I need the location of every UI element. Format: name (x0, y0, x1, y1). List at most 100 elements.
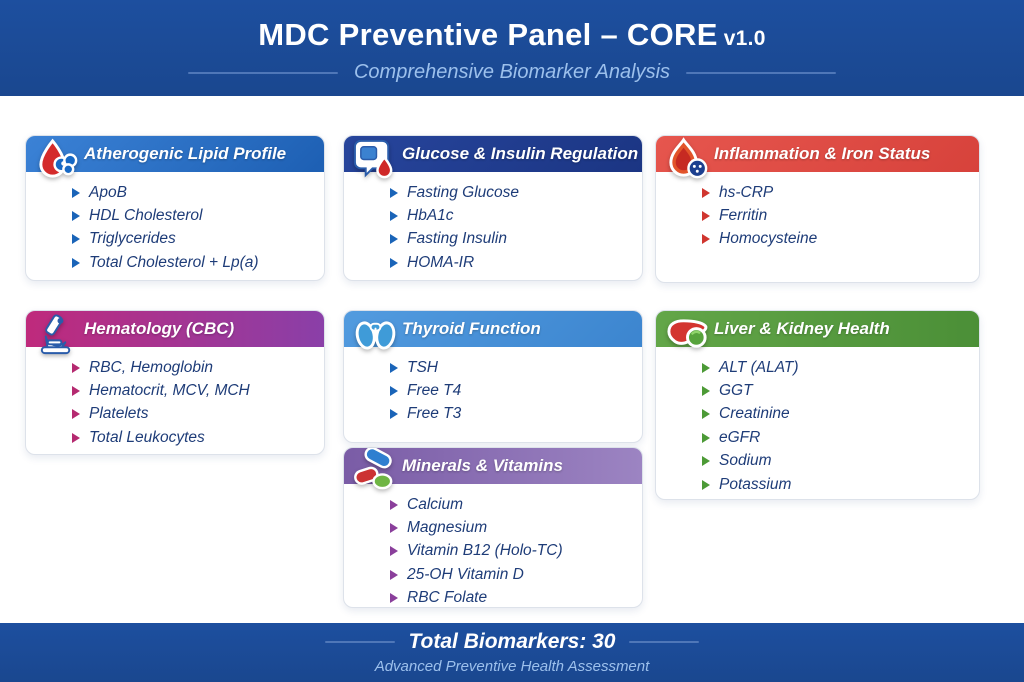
triangle-bullet-icon (702, 362, 710, 373)
triangle-bullet-icon (72, 211, 80, 222)
biomarker-list: ALT (ALAT) GGT Creatinine eGFR Sodium Po… (656, 347, 979, 496)
page-title: MDC Preventive Panel – CORE v1.0 (0, 0, 1024, 53)
list-item: Fasting Insulin (390, 228, 634, 251)
card-header-glucose: Glucose & Insulin Regulation (344, 136, 642, 179)
card-title: Atherogenic Lipid Profile (84, 144, 287, 163)
biomarker-label: Fasting Glucose (407, 183, 519, 201)
card-liver-kidney-health: Liver & Kidney Health ALT (ALAT) GGT Cre… (655, 310, 980, 500)
list-item: TSH (390, 356, 634, 379)
card-title: Inflammation & Iron Status (714, 144, 931, 163)
list-item: Platelets (72, 403, 316, 426)
triangle-bullet-icon (390, 409, 398, 420)
list-item: Free T4 (390, 379, 634, 402)
flame-drop-icon (669, 137, 708, 179)
triangle-bullet-icon (390, 499, 398, 510)
list-item: RBC Folate (390, 587, 634, 610)
biomarker-label: Creatinine (719, 405, 790, 423)
biomarker-label: Total Cholesterol + Lp(a) (89, 253, 259, 271)
list-item: Magnesium (390, 516, 634, 539)
card-inflammation-iron-status: Inflammation & Iron Status hs-CRP Ferrit… (655, 135, 980, 283)
biomarker-label: Potassium (719, 475, 792, 493)
biomarker-label: Free T4 (407, 382, 462, 400)
triangle-bullet-icon (702, 479, 710, 490)
total-count: 30 (592, 630, 616, 653)
card-atherogenic-lipid-profile: Atherogenic Lipid Profile ApoB HDL Chole… (25, 135, 325, 281)
list-item: hs-CRP (702, 181, 971, 204)
card-header-lipid: Atherogenic Lipid Profile (26, 136, 324, 178)
subtitle-rule-right (686, 71, 837, 74)
list-item: Sodium (702, 450, 971, 473)
pills-icon (354, 448, 393, 490)
biomarker-label: RBC, Hemoglobin (89, 358, 214, 376)
list-item: GGT (702, 379, 971, 402)
top-banner: MDC Preventive Panel – CORE v1.0 Comprehe… (0, 0, 1024, 96)
biomarker-label: hs-CRP (719, 183, 774, 201)
biomarker-label: Triglycerides (89, 230, 176, 248)
biomarker-label: GGT (719, 382, 753, 400)
list-item: RBC, Hemoglobin (72, 356, 316, 379)
biomarker-label: Vitamin B12 (Holo-TC) (407, 542, 563, 560)
biomarker-label: ALT (ALAT) (719, 358, 799, 376)
triangle-bullet-icon (702, 211, 710, 222)
biomarker-label: Hematocrit, MCV, MCH (89, 382, 250, 400)
card-header-thyroid: Thyroid Function (344, 311, 642, 350)
triangle-bullet-icon (72, 257, 80, 268)
biomarker-label: eGFR (719, 428, 761, 446)
footer-banner: Total Biomarkers: 30 Advanced Preventive… (0, 623, 1024, 682)
card-title: Glucose & Insulin Regulation (402, 144, 639, 163)
total-label-text: Total Biomarkers: (408, 630, 587, 653)
triangle-bullet-icon (390, 546, 398, 557)
biomarker-label: ApoB (89, 183, 127, 201)
blood-drop-lipid-icon (39, 138, 78, 178)
biomarker-label: Fasting Insulin (407, 230, 507, 248)
biomarker-label: Calcium (407, 495, 463, 513)
list-item: Potassium (702, 473, 971, 496)
card-title: Hematology (CBC) (84, 319, 235, 338)
biomarker-label: TSH (407, 358, 438, 376)
biomarker-list: RBC, Hemoglobin Hematocrit, MCV, MCH Pla… (26, 347, 324, 450)
triangle-bullet-icon (390, 523, 398, 534)
triangle-bullet-icon (72, 409, 80, 420)
total-biomarkers-label: Total Biomarkers: 30 (409, 630, 616, 654)
triangle-bullet-icon (702, 456, 710, 467)
list-item: Total Cholesterol + Lp(a) (72, 251, 316, 274)
glucose-meter-icon (353, 139, 393, 179)
triangle-bullet-icon (390, 187, 398, 198)
list-item: Total Leukocytes (72, 426, 316, 449)
triangle-bullet-icon (72, 187, 80, 198)
biomarker-label: Total Leukocytes (89, 428, 205, 446)
page-title-text: MDC Preventive Panel – CORE (258, 17, 718, 52)
card-thyroid-function: Thyroid Function TSH Free T4 Free T3 (343, 310, 643, 443)
list-item: HDL Cholesterol (72, 204, 316, 227)
biomarker-list: ApoB HDL Cholesterol Triglycerides Total… (26, 172, 324, 275)
list-item: Free T3 (390, 403, 634, 426)
card-title: Thyroid Function (402, 319, 541, 338)
card-minerals-vitamins: Minerals & Vitamins Calcium Magnesium Vi… (343, 447, 643, 608)
list-item: Homocysteine (702, 228, 971, 251)
biomarker-label: HbA1c (407, 207, 454, 225)
card-header-hematology: Hematology (CBC) (26, 311, 324, 355)
biomarker-label: Sodium (719, 452, 772, 470)
triangle-bullet-icon (72, 386, 80, 397)
triangle-bullet-icon (72, 234, 80, 245)
list-item: ApoB (72, 181, 316, 204)
triangle-bullet-icon (390, 211, 398, 222)
banner-subtitle-row: Comprehensive Biomarker Analysis (0, 61, 1024, 84)
triangle-bullet-icon (390, 386, 398, 397)
biomarker-label: HDL Cholesterol (89, 207, 203, 225)
total-rule-right (629, 641, 700, 643)
biomarker-list: TSH Free T4 Free T3 (344, 347, 642, 426)
card-glucose-insulin-regulation: Glucose & Insulin Regulation Fasting Glu… (343, 135, 643, 281)
list-item: Creatinine (702, 403, 971, 426)
biomarker-list: hs-CRP Ferritin Homocysteine (656, 172, 979, 251)
triangle-bullet-icon (390, 362, 398, 373)
list-item: Calcium (390, 493, 634, 516)
list-item: Fasting Glucose (390, 181, 634, 204)
list-item: HOMA-IR (390, 251, 634, 274)
triangle-bullet-icon (702, 187, 710, 198)
triangle-bullet-icon (390, 569, 398, 580)
triangle-bullet-icon (72, 362, 80, 373)
triangle-bullet-icon (702, 234, 710, 245)
list-item: Vitamin B12 (Holo-TC) (390, 540, 634, 563)
biomarker-list: Calcium Magnesium Vitamin B12 (Holo-TC) … (344, 484, 642, 610)
